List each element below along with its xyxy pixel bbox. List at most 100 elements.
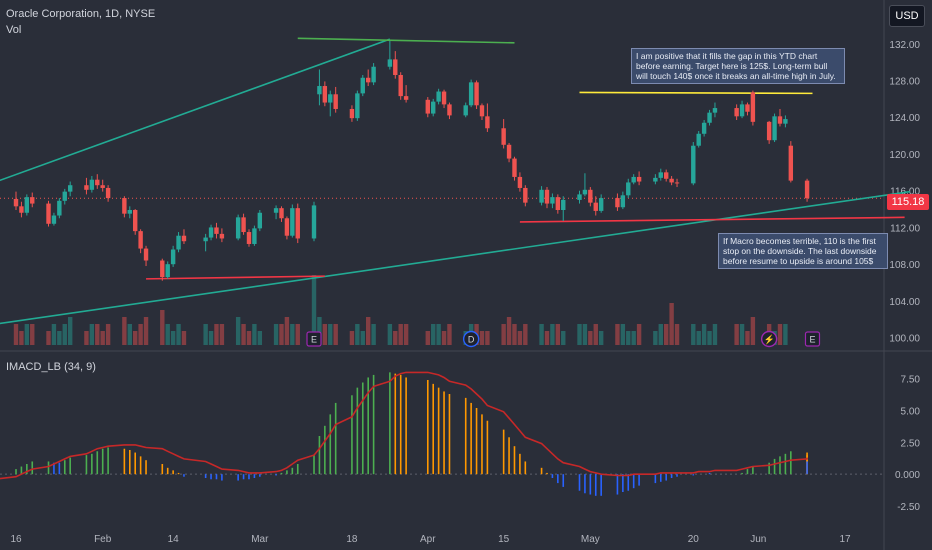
volume-label: Vol [6, 24, 22, 36]
volume-bar [441, 331, 447, 345]
volume-bar [138, 324, 143, 345]
event-marker-label: E [809, 335, 815, 345]
candle-body [57, 200, 62, 216]
price-tick-label: 104.00 [889, 297, 920, 308]
candle-body [474, 82, 479, 106]
volume-bar [24, 324, 30, 345]
volume-bar [555, 324, 561, 345]
candle-body [176, 235, 181, 250]
volume-bar [333, 324, 338, 345]
candle-body [95, 179, 100, 186]
level-line [297, 37, 515, 44]
candle-body [360, 77, 365, 94]
candle-body [506, 144, 512, 159]
candle-body [133, 210, 138, 232]
volume-bar [707, 331, 712, 345]
price-tick-label: 132.00 [889, 40, 920, 51]
price-tick-label: 120.00 [889, 150, 920, 161]
candle-body [295, 208, 300, 239]
event-marker: E [306, 331, 322, 347]
volume-bar [393, 331, 398, 345]
candle-body [431, 101, 436, 114]
candle-body [143, 248, 149, 261]
candle-body [777, 116, 783, 124]
candle-body [674, 182, 680, 184]
volume-bar [365, 317, 371, 345]
volume-bar [371, 324, 376, 345]
macd-signal-line [0, 371, 808, 480]
earnings-marker-icon [306, 331, 322, 347]
volume-bar [431, 324, 436, 345]
volume-bar [46, 331, 51, 345]
volume-bar [235, 317, 241, 345]
volume-bar [425, 331, 430, 345]
volume-bar [691, 324, 696, 345]
macd-tick-label: -2.50 [897, 502, 920, 513]
candle-body [30, 197, 35, 204]
candle-body [62, 191, 67, 201]
event-marker: D [462, 330, 480, 348]
candle-body [365, 77, 371, 83]
candle-body [468, 82, 474, 106]
candle-body [333, 94, 338, 109]
candle-body [615, 198, 620, 208]
time-tick-label: Jun [750, 534, 766, 545]
candle-body [712, 108, 718, 113]
candle-body [626, 182, 631, 196]
volume-bar [165, 324, 170, 345]
volume-bar [783, 324, 788, 345]
volume-bar [598, 331, 604, 345]
volume-bar [51, 324, 57, 345]
macd-tick-label: 0.000 [895, 470, 920, 481]
trendline [0, 190, 911, 325]
candle-body [257, 212, 263, 229]
candle-body [539, 189, 544, 203]
volume-bar [273, 324, 279, 345]
candle-body [463, 105, 468, 116]
candle-body [181, 235, 187, 242]
candle-body [745, 104, 750, 112]
candle-body [436, 91, 441, 102]
candle-body [398, 75, 403, 97]
candle-body [100, 185, 105, 188]
candle-body [425, 99, 430, 114]
volume-bar [750, 317, 756, 345]
trendline [0, 38, 391, 182]
volume-bar [89, 324, 95, 345]
volume-bar [360, 331, 365, 345]
volume-bar [550, 324, 555, 345]
candle-body [707, 112, 712, 123]
volume-bar [653, 331, 658, 345]
candle-body [582, 189, 588, 195]
volume-bar [577, 324, 582, 345]
candle-body [322, 86, 328, 103]
event-marker-label: D [468, 335, 475, 345]
candle-body [170, 249, 176, 265]
candle-body [663, 172, 669, 179]
candle-body [127, 210, 132, 214]
candle-body [653, 177, 658, 182]
volume-bar [67, 317, 73, 345]
annotation-note-top[interactable]: I am positive that it fills the gap in t… [631, 48, 845, 84]
candle-body [512, 158, 517, 177]
candle-body [290, 208, 295, 236]
volume-bar [84, 331, 89, 345]
volume-bar [57, 331, 62, 345]
volume-bar [95, 324, 100, 345]
annotation-note-bottom[interactable]: If Macro becomes terrible, 110 is the fi… [718, 233, 888, 269]
price-tick-label: 100.00 [889, 334, 920, 345]
macd-tick-label: 2.50 [901, 438, 921, 449]
volume-bar [355, 324, 360, 345]
candle-body [46, 203, 51, 224]
candle-body [165, 264, 170, 278]
volume-bar [252, 324, 257, 345]
symbol-title: Oracle Corporation, 1D, NYSE [6, 8, 156, 20]
candle-body [588, 189, 593, 203]
candle-body [252, 228, 257, 244]
candle-body [246, 232, 252, 244]
currency-button[interactable]: USD [889, 5, 925, 27]
volume-bar [539, 324, 544, 345]
volume-bar [279, 324, 284, 345]
volume-bar [734, 324, 739, 345]
